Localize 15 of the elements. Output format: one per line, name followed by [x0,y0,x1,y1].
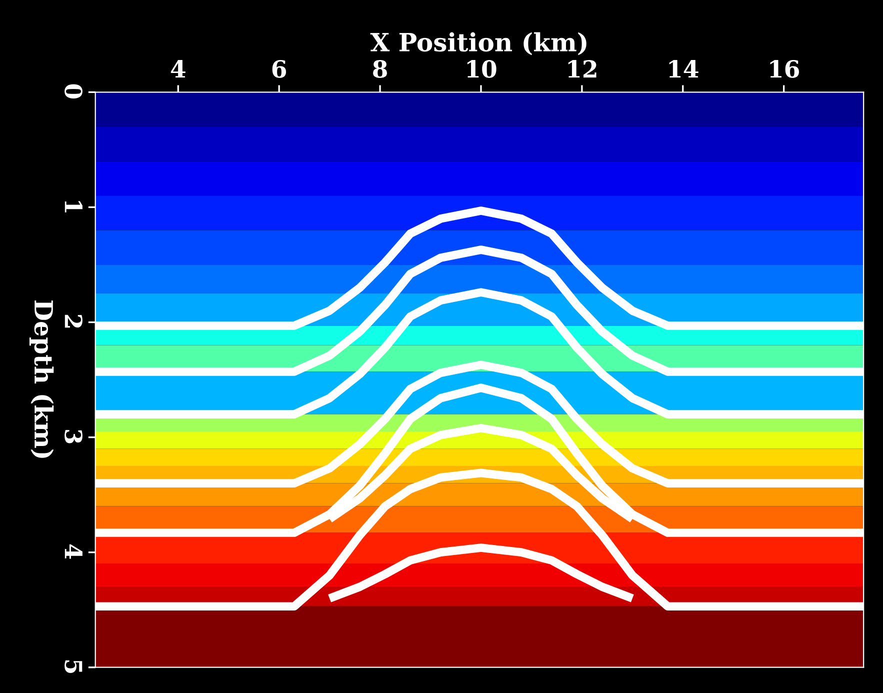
y-tick-label: 2 [64,314,82,328]
y-tick-label: 1 [64,201,82,212]
y-tick-label: 3 [64,430,82,444]
y-tick-label: 4 [64,544,82,559]
x-tick-label: 6 [272,60,286,78]
y-tick-label: 5 [64,660,82,674]
x-axis-title: X Position (km) [370,32,586,56]
y-tick-label: 0 [64,84,82,99]
x-tick-label: 4 [170,60,186,78]
y-axis-title: Depth (km) [29,300,54,458]
x-tick-label: 14 [669,60,698,78]
x-tick-label: 10 [467,60,496,78]
x-tick-label: 16 [770,60,799,78]
x-tick-label: 8 [373,60,387,78]
x-tick-label: 12 [568,60,596,78]
